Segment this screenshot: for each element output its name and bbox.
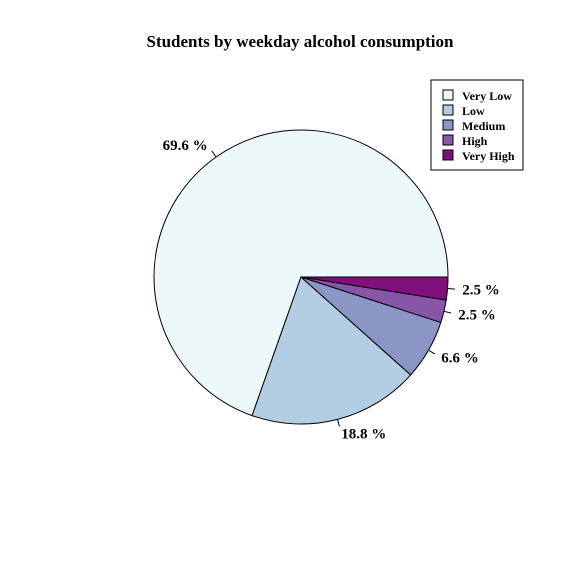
legend-swatch-very-low xyxy=(442,89,454,101)
value-label-very-high: 2.5 % xyxy=(462,283,500,299)
legend-swatch-low xyxy=(442,104,454,116)
label-tick-very-high xyxy=(447,288,455,290)
legend-swatch-medium xyxy=(442,119,454,131)
chart-title: Students by weekday alcohol consumption xyxy=(146,32,454,51)
label-tick-very-low xyxy=(211,150,217,158)
value-label-high: 2.5 % xyxy=(458,308,496,324)
value-label-medium: 6.6 % xyxy=(441,351,479,367)
pie-slices xyxy=(153,129,449,425)
pie-slice-very-low xyxy=(153,129,449,417)
legend-label-high: High xyxy=(462,134,488,148)
label-tick-high xyxy=(443,310,452,314)
pie-slice-very-high xyxy=(300,276,449,301)
legend-label-very-high: Very High xyxy=(462,149,515,163)
legend-label-medium: Medium xyxy=(462,119,505,133)
value-label-very-low: 69.6 % xyxy=(163,138,208,154)
pie-label-ticks xyxy=(211,150,455,427)
pie-value-labels: 69.6 % 18.8 % 6.6 % 2.5 % 2.5 % xyxy=(163,138,500,443)
legend-label-very-low: Very Low xyxy=(462,89,512,103)
label-tick-medium xyxy=(428,349,436,355)
label-tick-low xyxy=(337,419,340,427)
legend-swatch-very-high xyxy=(442,149,454,161)
legend-swatch-high xyxy=(442,134,454,146)
value-label-low: 18.8 % xyxy=(341,427,386,443)
legend-label-low: Low xyxy=(462,104,485,118)
